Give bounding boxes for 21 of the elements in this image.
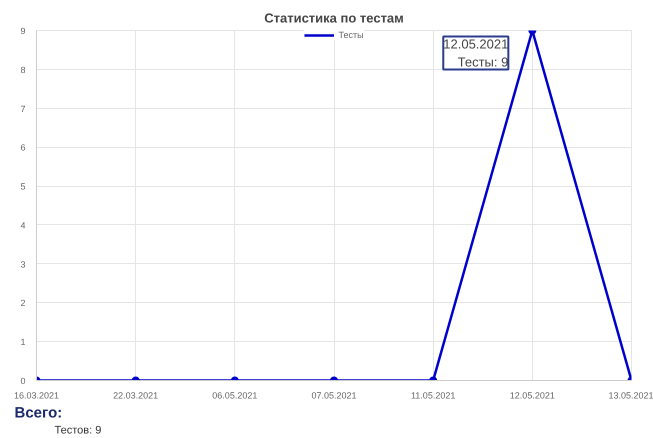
x-tick-label: 11.05.2021 bbox=[410, 390, 456, 400]
y-tick-label: 8 bbox=[20, 64, 26, 75]
y-tick-label: 3 bbox=[20, 259, 26, 270]
y-tick-label: 6 bbox=[20, 142, 26, 153]
y-tick-label: 2 bbox=[20, 298, 26, 308]
x-tick-label: 06.05.2021 bbox=[212, 390, 258, 400]
x-tick-label: 07.05.2021 bbox=[311, 390, 357, 400]
text: Тестов: 9 bbox=[54, 424, 102, 436]
x-tick-label: 13.05.2021 bbox=[608, 390, 653, 400]
legend-label: Тесты bbox=[338, 30, 364, 40]
chart-title: Статистика по тестам bbox=[264, 10, 404, 26]
y-tick-label: 4 bbox=[20, 220, 26, 230]
y-tick-label: 9 bbox=[20, 26, 26, 36]
y-tick-label: 1 bbox=[20, 337, 26, 348]
y-tick-label: 7 bbox=[20, 104, 26, 114]
y-tick-label: 0 bbox=[20, 376, 26, 386]
text: Всего: bbox=[14, 404, 62, 422]
x-tick-label: 12.05.2021 bbox=[510, 390, 555, 400]
y-tick-label: 5 bbox=[20, 182, 26, 192]
x-tick-label: 22.03.2021 bbox=[113, 390, 158, 400]
x-tick-label: 16.03.2021 bbox=[14, 390, 60, 400]
